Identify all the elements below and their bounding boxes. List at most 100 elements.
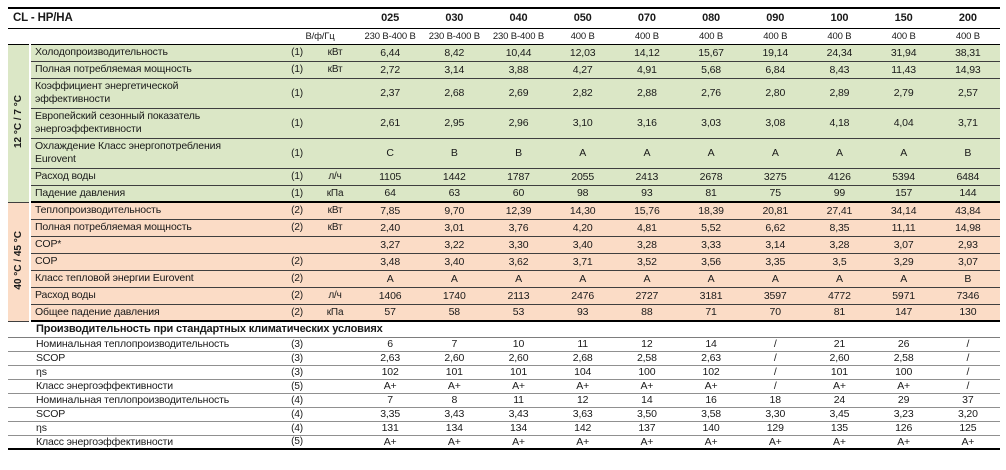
value-cell: 4,91 <box>614 61 679 79</box>
table-row: SCOP (3) 2,63 2,60 2,60 2,68 2,58 2,63/2,60 2,58… <box>8 351 1000 366</box>
unit-cell: кВт <box>312 61 359 79</box>
ref-cell: (2) <box>282 304 313 322</box>
spec-table: CL - HP/HA 025 030 040 050 070 080 090 100 150 200… <box>8 7 1000 451</box>
value-cell: 2,93 <box>935 236 1000 254</box>
value-cell: 142 <box>550 421 615 436</box>
value-cell: A+ <box>807 435 872 450</box>
value-cell: 100 <box>614 365 679 380</box>
table-row: Номинальная теплопроизводительность (4) 7 8… <box>8 393 1000 408</box>
value-cell: 63 <box>422 185 487 203</box>
voltage-cell: 230 В-400 В <box>422 28 487 45</box>
value-cell: 12,39 <box>486 202 551 220</box>
value-cell: / <box>935 365 1000 380</box>
row-label: Общее падение давления <box>30 304 283 322</box>
value-cell: 4,04 <box>871 108 936 139</box>
value-cell: A+ <box>614 379 679 394</box>
value-cell: A+ <box>358 435 423 450</box>
value-cell: 5,68 <box>678 61 744 79</box>
value-cell: 8,43 <box>807 61 872 79</box>
value-cell: 15,76 <box>614 202 679 220</box>
value-cell: / <box>935 379 1000 394</box>
row-label-text: Номинальная теплопроизводительность <box>36 393 230 406</box>
value-cell: A+ <box>807 379 872 394</box>
row-label-text: COP <box>35 255 58 268</box>
value-cell: 2,96 <box>486 108 551 139</box>
value-cell: 14,98 <box>935 219 1000 237</box>
table-row: COP (2) 3,48 3,40 3,62 3,71 3,52 3,56 3,35 3,5 3,2… <box>8 253 1000 271</box>
row-label-text: Расход воды <box>35 289 96 302</box>
value-cell: 29 <box>871 393 936 408</box>
value-cell: A <box>358 270 423 288</box>
table-row: 12 °C / 7 °C Холодопроизводительность (1) к… <box>8 44 1000 203</box>
table-row: Падение давления (1) кПа 64 63 60 98 93 81 75 99 15… <box>8 185 1000 203</box>
value-cell: 101 <box>486 365 551 380</box>
value-cell: A+ <box>935 435 1000 450</box>
value-cell: A <box>614 138 679 169</box>
value-cell: 3,14 <box>743 236 808 254</box>
value-cell: 3,28 <box>614 236 679 254</box>
value-cell: C <box>358 138 423 169</box>
value-cell: 37 <box>935 393 1000 408</box>
value-cell: 2,89 <box>807 78 872 109</box>
value-cell: 2,58 <box>614 351 679 366</box>
value-cell: / <box>743 379 808 394</box>
row-label: Теплопроизводительность <box>30 202 283 220</box>
value-cell: 100 <box>871 365 936 380</box>
value-cell: 2,60 <box>807 351 872 366</box>
ref-cell: (3) <box>282 365 313 380</box>
value-cell: 53 <box>486 304 551 322</box>
value-cell: 4,81 <box>614 219 679 237</box>
row-label-text: Полная потребляемая мощность <box>35 63 192 76</box>
value-cell: 5394 <box>871 168 936 186</box>
ref-cell: (2) <box>282 253 313 271</box>
value-cell: 2,80 <box>743 78 808 109</box>
value-cell: 3,56 <box>678 253 744 271</box>
unit-cell: кВт <box>312 44 359 62</box>
value-cell: 3,35 <box>743 253 808 271</box>
value-cell: 6,44 <box>358 44 423 62</box>
value-cell: 38,31 <box>935 44 1000 62</box>
value-cell: B <box>422 138 487 169</box>
voltage-cell: 400 В <box>871 28 936 45</box>
row-label-text: Европейский сезонный показатель энергоэф… <box>35 110 201 135</box>
value-cell: 140 <box>678 421 744 436</box>
value-cell: A+ <box>614 435 679 450</box>
value-cell: 3,30 <box>743 407 808 422</box>
value-cell: 11 <box>550 337 615 352</box>
table-row: Полная потребляемая мощность (2) кВт 2,40 3,… <box>8 219 1000 237</box>
voltage-spacer-cell <box>8 28 283 45</box>
row-label-text: ηs <box>36 365 47 378</box>
ref-cell <box>282 236 313 254</box>
unit-cell <box>312 108 359 139</box>
value-cell: 5,52 <box>678 219 744 237</box>
unit-cell: кПа <box>312 185 359 203</box>
value-cell: A+ <box>678 435 744 450</box>
value-cell: 8,42 <box>422 44 487 62</box>
value-cell: 2,68 <box>550 351 615 366</box>
voltage-cell: 400 В <box>614 28 679 45</box>
value-cell: 126 <box>871 421 936 436</box>
value-cell: 81 <box>678 185 744 203</box>
model-header-cell: 040 <box>486 8 551 29</box>
value-cell: 134 <box>422 421 487 436</box>
value-cell: 60 <box>486 185 551 203</box>
value-cell: 93 <box>614 185 679 203</box>
value-cell: 3,63 <box>550 407 615 422</box>
row-label-text: Теплопроизводительность <box>35 204 162 217</box>
voltage-cell: 400 В <box>743 28 808 45</box>
ref-cell: (1) <box>282 185 313 203</box>
value-cell: / <box>935 351 1000 366</box>
value-cell: 20,81 <box>743 202 808 220</box>
value-cell: 144 <box>935 185 1000 203</box>
unit-cell: кПа <box>312 304 359 322</box>
ref-cell: (4) <box>282 407 313 422</box>
value-cell: 3,29 <box>871 253 936 271</box>
value-cell: 12 <box>614 337 679 352</box>
value-cell: 131 <box>358 421 423 436</box>
value-cell: 2678 <box>678 168 744 186</box>
value-cell: A <box>871 270 936 288</box>
value-cell: 3,40 <box>422 253 487 271</box>
value-cell: 11,43 <box>871 61 936 79</box>
unit-cell <box>312 236 359 254</box>
